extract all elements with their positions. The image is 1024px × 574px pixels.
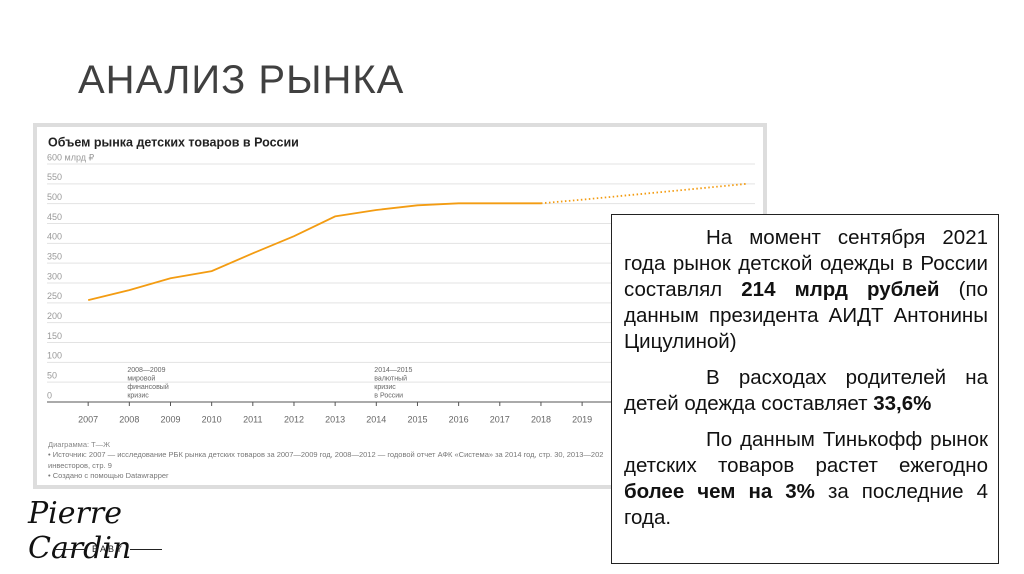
chart-footer: Диаграмма: Т—Ж: [48, 440, 110, 449]
data-line: [540, 182, 747, 205]
chart-footer: инвесторов, стр. 9: [48, 461, 112, 470]
chart-title: Объем рынка детских товаров в России: [48, 135, 299, 149]
annotation: 2008—2009: [127, 367, 165, 374]
text: (по данным президента АИДТ Антонины Цицу…: [624, 278, 988, 353]
annotation: кризис: [374, 384, 396, 391]
x-tick-label: 2010: [202, 414, 222, 424]
y-tick-label: 100: [47, 351, 62, 361]
y-tick-label: 200: [47, 311, 62, 321]
x-tick-label: 2011: [243, 414, 262, 424]
text: за последние 4 года.: [624, 480, 988, 529]
y-tick-label: 600 млрд ₽: [47, 152, 95, 162]
text: По данным Тинькофф рынок детских товаров…: [624, 428, 988, 477]
y-tick-label: 0: [47, 390, 52, 400]
y-tick-label: 250: [47, 291, 62, 301]
x-tick-label: 2016: [449, 414, 469, 424]
annotation: мировой: [127, 374, 155, 382]
y-tick-label: 150: [47, 331, 62, 341]
text: На момент сентября 2021 года рынок детск…: [624, 226, 988, 301]
logo-sub: BABY: [28, 544, 188, 554]
paragraph: По данным Тинькофф рынок детских товаров…: [624, 427, 988, 531]
bold-text: более чем на 3%: [624, 480, 815, 503]
logo: Pierre Cardin BABY: [28, 496, 198, 566]
chart-footer: • Источник: 2007 — исследование РБК рынк…: [48, 450, 603, 459]
annotation: кризис: [127, 392, 149, 399]
bold-text: 33,6%: [873, 392, 932, 415]
data-line: [87, 202, 541, 301]
y-tick-label: 400: [47, 232, 62, 242]
annotation: валютный: [374, 374, 407, 382]
paragraph: В расходах родителей на детей одежда сос…: [624, 365, 988, 417]
x-tick-label: 2013: [325, 414, 345, 424]
y-tick-label: 350: [47, 252, 62, 262]
x-tick-label: 2018: [531, 414, 551, 424]
y-tick-label: 500: [47, 192, 62, 202]
chart-footer: • Создано с помощью Datawrapper: [48, 471, 169, 480]
x-tick-label: 2008: [119, 414, 139, 424]
slide-title: АНАЛИЗ РЫНКА: [78, 58, 405, 102]
bold-text: 214 млрд рублей: [741, 278, 940, 301]
annotation: в России: [374, 392, 403, 399]
text-box: На момент сентября 2021 года рынок детск…: [611, 214, 999, 564]
x-tick-label: 2014: [366, 414, 386, 424]
annotation: 2014—2015: [374, 367, 412, 374]
text: В расходах родителей на детей одежда сос…: [624, 366, 988, 415]
y-tick-label: 450: [47, 212, 62, 222]
logo-name: Pierre Cardin: [28, 496, 132, 566]
y-tick-label: 550: [47, 172, 62, 182]
x-tick-label: 2012: [284, 414, 304, 424]
annotation: финансовый: [127, 383, 169, 391]
x-tick-label: 2019: [572, 414, 592, 424]
y-tick-label: 300: [47, 271, 62, 281]
x-tick-label: 2017: [490, 414, 510, 424]
x-tick-label: 2009: [160, 414, 180, 424]
x-tick-label: 2015: [407, 414, 427, 424]
y-tick-label: 50: [47, 371, 57, 381]
x-tick-label: 2007: [78, 414, 98, 424]
paragraph: На момент сентября 2021 года рынок детск…: [624, 225, 988, 355]
